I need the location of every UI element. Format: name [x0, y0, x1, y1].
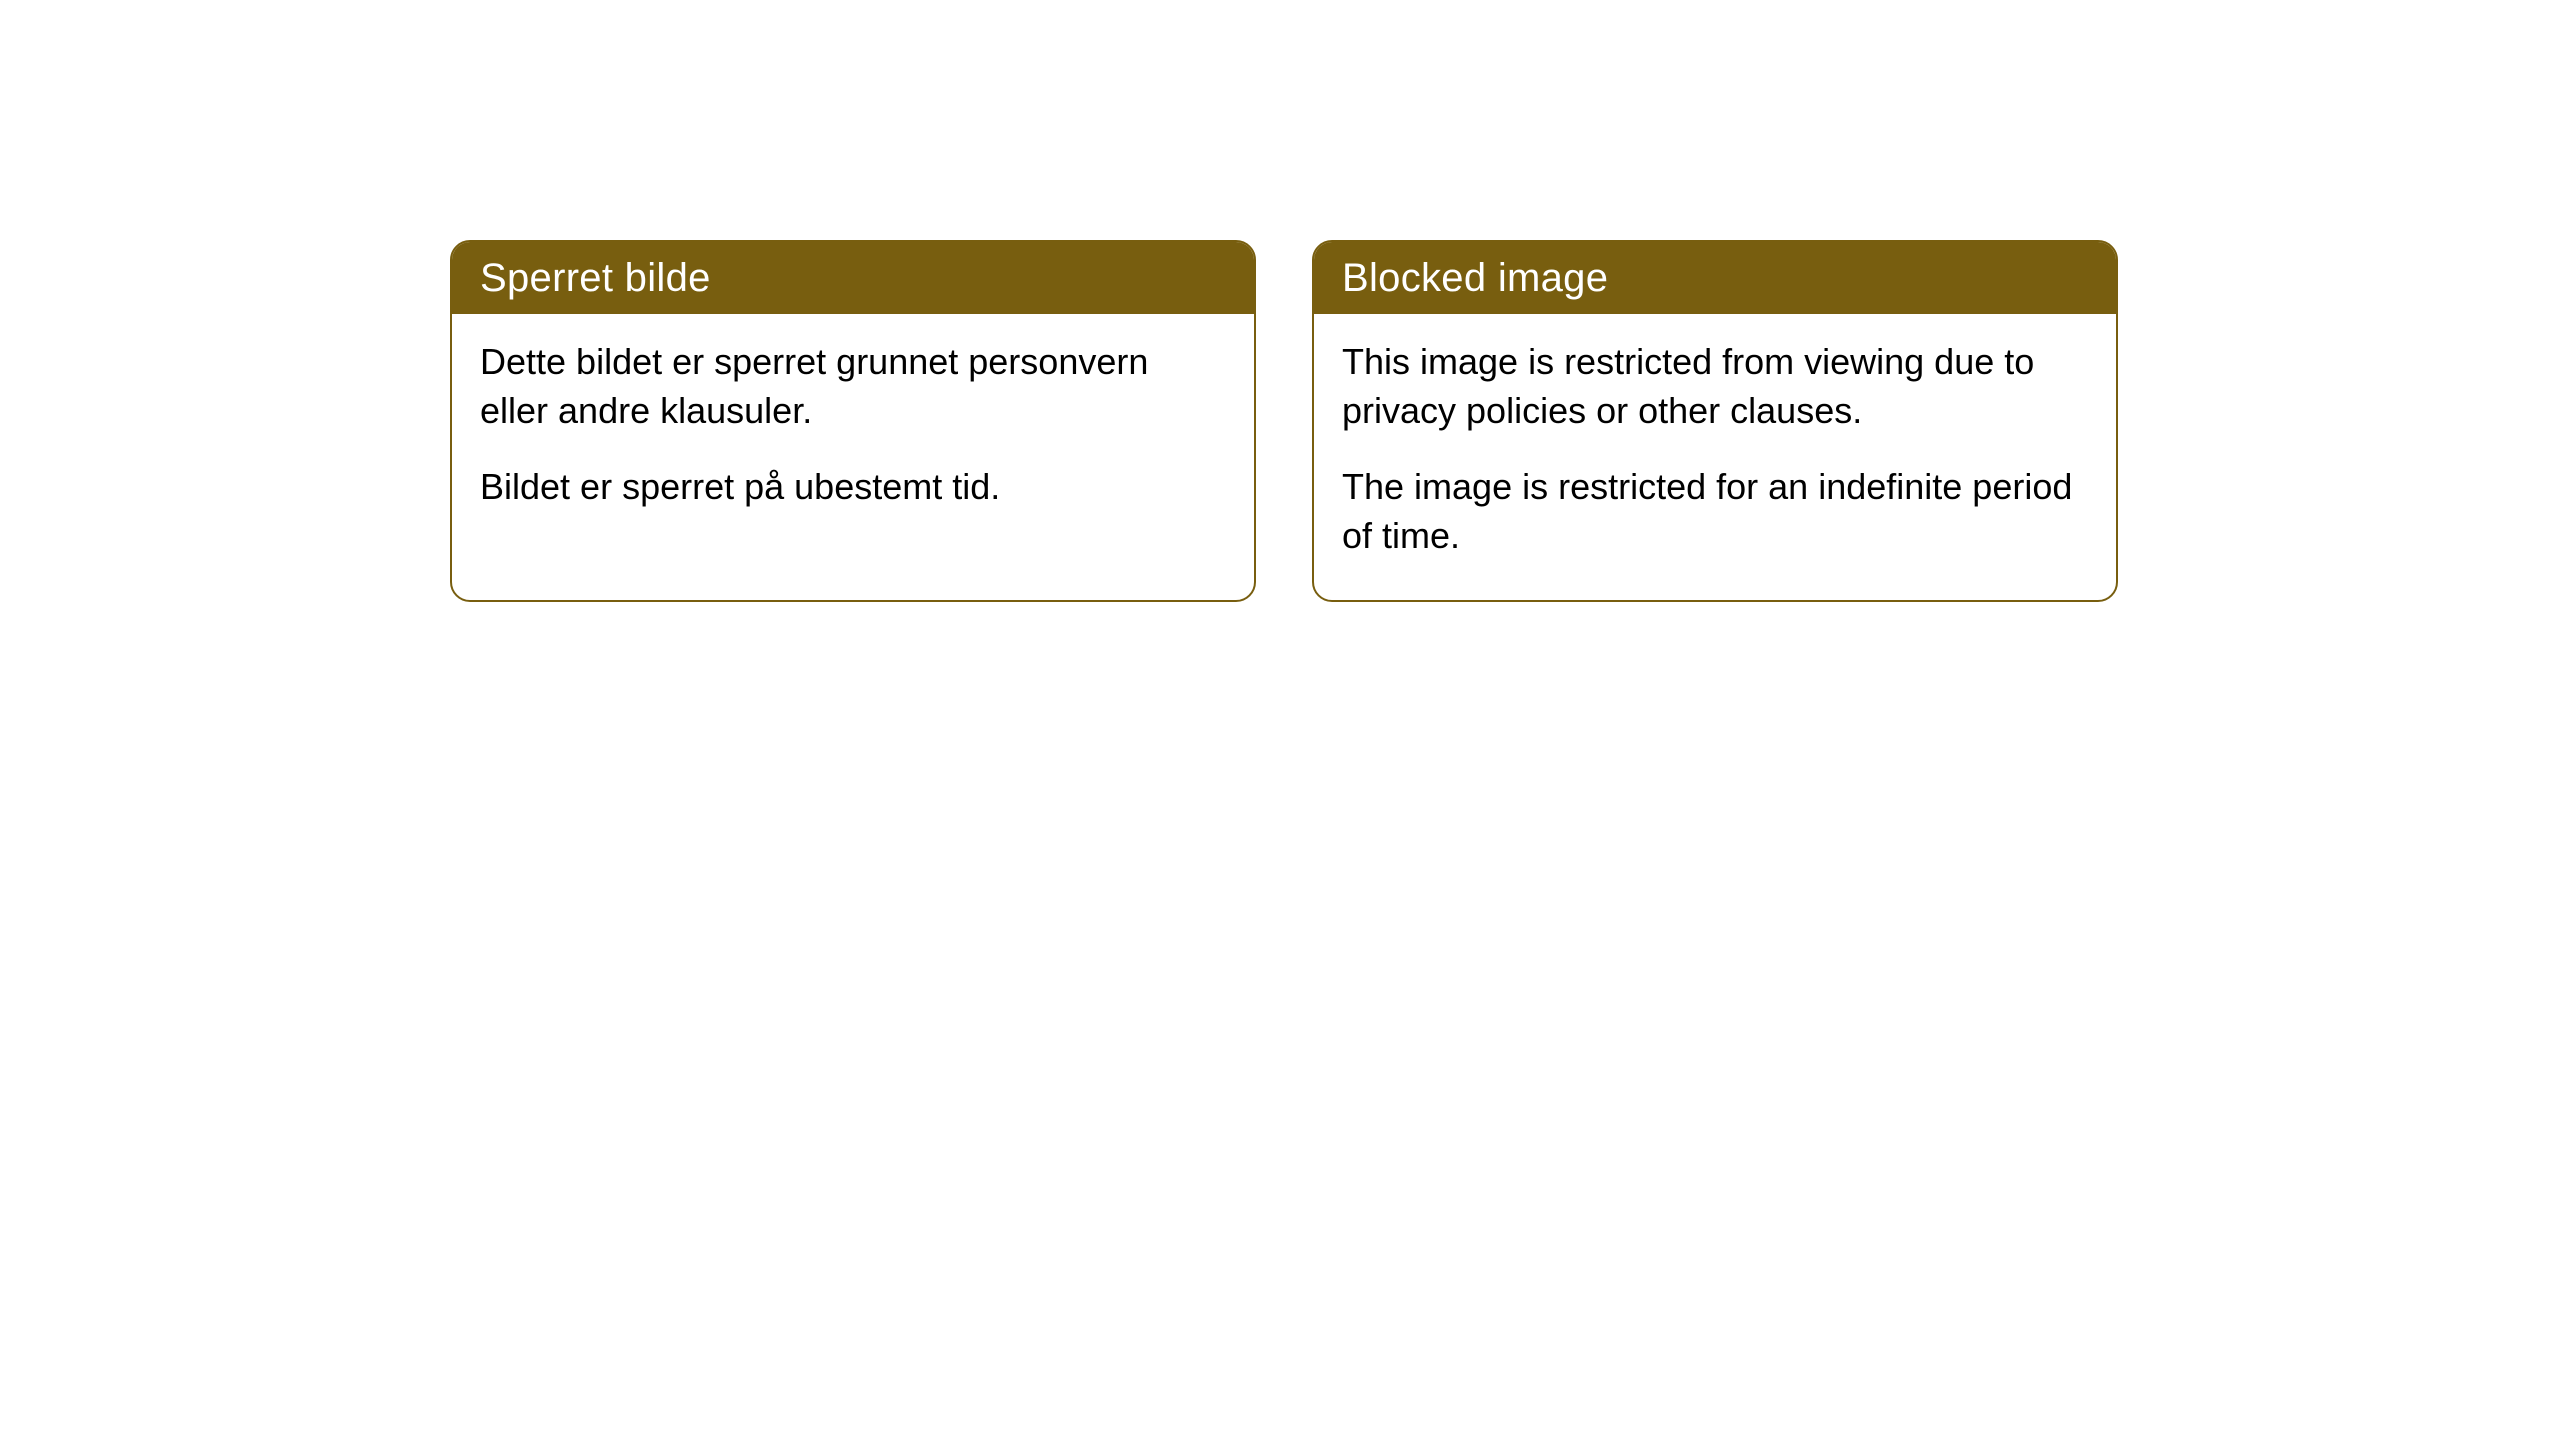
notice-cards-container: Sperret bilde Dette bildet er sperret gr… — [0, 0, 2560, 602]
card-paragraph: The image is restricted for an indefinit… — [1342, 463, 2088, 560]
card-header: Blocked image — [1314, 242, 2116, 314]
card-paragraph: Bildet er sperret på ubestemt tid. — [480, 463, 1226, 512]
card-paragraph: Dette bildet er sperret grunnet personve… — [480, 338, 1226, 435]
card-body: This image is restricted from viewing du… — [1314, 314, 2116, 600]
notice-card-english: Blocked image This image is restricted f… — [1312, 240, 2118, 602]
card-body: Dette bildet er sperret grunnet personve… — [452, 314, 1254, 552]
card-paragraph: This image is restricted from viewing du… — [1342, 338, 2088, 435]
card-header: Sperret bilde — [452, 242, 1254, 314]
card-title: Sperret bilde — [480, 256, 711, 300]
card-title: Blocked image — [1342, 256, 1608, 300]
notice-card-norwegian: Sperret bilde Dette bildet er sperret gr… — [450, 240, 1256, 602]
